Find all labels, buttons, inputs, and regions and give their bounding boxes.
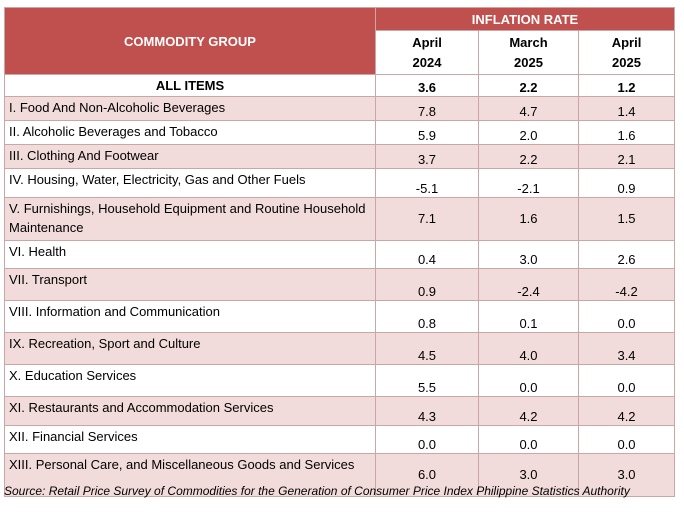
row-label: I. Food And Non-Alcoholic Beverages xyxy=(4,96,376,121)
inflation-rate-header: INFLATION RATE xyxy=(374,7,676,31)
row-value: -4.2 xyxy=(577,268,676,301)
row-label: X. Education Services xyxy=(4,364,376,397)
table-row: X. Education Services 5.5 0.0 0.0 xyxy=(4,364,676,397)
row-value: 4.0 xyxy=(478,332,579,365)
row-value: 7.8 xyxy=(375,96,479,121)
row-value: 3.4 xyxy=(577,332,676,365)
row-label: IX. Recreation, Sport and Culture xyxy=(4,332,376,365)
row-label: VIII. Information and Communication xyxy=(4,300,376,333)
period-year: 2024 xyxy=(412,54,442,70)
row-value: 1.2 xyxy=(577,74,676,97)
row-label: XIII. Personal Care, and Miscellaneous G… xyxy=(4,453,376,497)
row-label: II. Alcoholic Beverages and Tobacco xyxy=(4,120,376,145)
period-month: March xyxy=(509,34,548,50)
row-value: 3.0 xyxy=(577,453,676,497)
row-value: 3.6 xyxy=(375,74,479,97)
row-value: -5.1 xyxy=(375,168,479,198)
row-value: 1.4 xyxy=(577,96,676,121)
row-value: 2.2 xyxy=(478,74,579,97)
period-month: April xyxy=(611,34,642,50)
row-value: 4.2 xyxy=(577,396,676,426)
table-row: II. Alcoholic Beverages and Tobacco 5.9 … xyxy=(4,120,676,145)
table-row: VII. Transport 0.9 -2.4 -4.2 xyxy=(4,268,676,301)
row-label: VII. Transport xyxy=(4,268,376,301)
row-value: 0.4 xyxy=(375,240,479,269)
period-year: 2025 xyxy=(612,54,641,70)
row-value: 2.6 xyxy=(577,240,676,269)
period-header-april-2025: April 2025 xyxy=(577,30,676,75)
row-value: 2.2 xyxy=(478,144,579,169)
row-value: 0.0 xyxy=(478,364,579,397)
table-row: XIII. Personal Care, and Miscellaneous G… xyxy=(4,453,676,497)
table-row: VI. Health 0.4 3.0 2.6 xyxy=(4,240,676,269)
row-value: 5.9 xyxy=(375,120,479,145)
row-label: XII. Financial Services xyxy=(4,425,376,454)
row-label: III. Clothing And Footwear xyxy=(4,144,376,169)
table-row: IV. Housing, Water, Electricity, Gas and… xyxy=(4,168,676,198)
commodity-group-header: COMMODITY GROUP xyxy=(4,7,376,75)
row-value: 0.0 xyxy=(375,425,479,454)
row-value: 2.0 xyxy=(478,120,579,145)
row-value: 0.0 xyxy=(577,425,676,454)
period-header-april-2024: April 2024 xyxy=(375,30,479,75)
table-row: V. Furnishings, Household Equipment and … xyxy=(4,197,676,241)
period-year: 2025 xyxy=(514,54,543,70)
all-items-row: ALL ITEMS 3.6 2.2 1.2 xyxy=(4,74,676,97)
table-row: I. Food And Non-Alcoholic Beverages 7.8 … xyxy=(4,96,676,121)
row-value: 1.6 xyxy=(577,120,676,145)
row-label: V. Furnishings, Household Equipment and … xyxy=(4,197,376,241)
table-row: III. Clothing And Footwear 3.7 2.2 2.1 xyxy=(4,144,676,169)
source-note: Source: Retail Price Survey of Commoditi… xyxy=(4,484,630,498)
row-value: 4.5 xyxy=(375,332,479,365)
row-value: 1.5 xyxy=(577,197,676,241)
row-label: XI. Restaurants and Accommodation Servic… xyxy=(4,396,376,426)
row-value: 0.0 xyxy=(577,300,676,333)
row-value: -2.1 xyxy=(478,168,579,198)
row-label: ALL ITEMS xyxy=(4,74,376,97)
table-row: XI. Restaurants and Accommodation Servic… xyxy=(4,396,676,426)
row-value: 3.0 xyxy=(478,453,579,497)
row-value: 0.0 xyxy=(478,425,579,454)
row-value: 0.0 xyxy=(577,364,676,397)
row-value: 4.7 xyxy=(478,96,579,121)
table-row: XII. Financial Services 0.0 0.0 0.0 xyxy=(4,425,676,454)
table-row: VIII. Information and Communication 0.8 … xyxy=(4,300,676,333)
period-month: April xyxy=(412,34,442,50)
row-label: VI. Health xyxy=(4,240,376,269)
period-header-march-2025: March 2025 xyxy=(478,30,579,75)
row-value: 3.0 xyxy=(478,240,579,269)
inflation-table: COMMODITY GROUP INFLATION RATE April 202… xyxy=(4,7,676,497)
row-value: 3.7 xyxy=(375,144,479,169)
row-label: IV. Housing, Water, Electricity, Gas and… xyxy=(4,168,376,198)
row-value: 0.8 xyxy=(375,300,479,333)
table-row: IX. Recreation, Sport and Culture 4.5 4.… xyxy=(4,332,676,365)
row-value: 1.6 xyxy=(478,197,579,241)
row-value: 4.2 xyxy=(478,396,579,426)
row-value: 2.1 xyxy=(577,144,676,169)
row-value: 0.9 xyxy=(375,268,479,301)
row-value: 7.1 xyxy=(375,197,479,241)
row-value: 4.3 xyxy=(375,396,479,426)
row-value: 5.5 xyxy=(375,364,479,397)
row-value: -2.4 xyxy=(478,268,579,301)
row-value: 0.9 xyxy=(577,168,676,198)
row-value: 0.1 xyxy=(478,300,579,333)
